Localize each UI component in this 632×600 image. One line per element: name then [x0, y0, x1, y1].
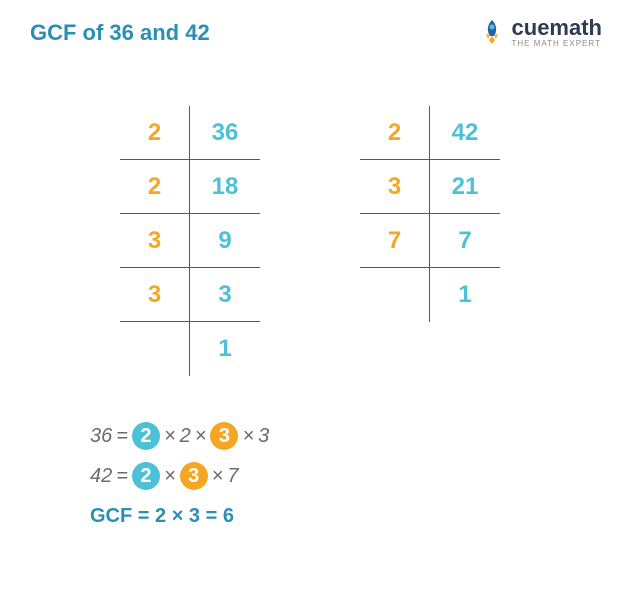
divisor-cell	[120, 322, 190, 376]
divisor-cell	[360, 268, 430, 322]
logo-tagline: THE MATH EXPERT	[512, 39, 602, 48]
divisor-cell: 2	[120, 160, 190, 214]
table-36: 2 2 3 3 36 18 9 3 1	[120, 106, 260, 376]
quotient-cell: 3	[190, 268, 260, 322]
eq-equals: =	[116, 416, 128, 456]
factor: 7	[227, 456, 238, 496]
factor: 3	[258, 416, 269, 456]
eq-lhs: 42	[90, 456, 112, 496]
quotient-cell: 1	[190, 322, 260, 376]
factor: 2	[180, 416, 191, 456]
divisor-cell: 3	[120, 214, 190, 268]
factor-circled: 2	[132, 422, 160, 450]
quotient-cell: 18	[190, 160, 260, 214]
quotient-cell: 7	[430, 214, 500, 268]
quotient-cell: 1	[430, 268, 500, 322]
quotient-cell: 36	[190, 106, 260, 160]
times-symbol: ×	[195, 416, 207, 456]
table-42: 2 3 7 42 21 7 1	[360, 106, 500, 376]
gcf-result: GCF = 2 × 3 = 6	[90, 496, 602, 536]
divisor-cell: 3	[120, 268, 190, 322]
factor-circled: 3	[180, 462, 208, 490]
divisor-cell: 7	[360, 214, 430, 268]
eq-lhs: 36	[90, 416, 112, 456]
equation-36: 36 = 2 × 2 × 3 × 3	[90, 416, 602, 456]
times-symbol: ×	[212, 456, 224, 496]
quotient-cell: 21	[430, 160, 500, 214]
divisor-cell: 3	[360, 160, 430, 214]
quotient-cell: 9	[190, 214, 260, 268]
logo-text: cuemath	[512, 15, 602, 41]
eq-equals: =	[116, 456, 128, 496]
equation-42: 42 = 2 × 3 × 7	[90, 456, 602, 496]
logo: cuemath THE MATH EXPERT	[478, 15, 602, 48]
equations: 36 = 2 × 2 × 3 × 3 42 = 2 × 3 × 7 GCF = …	[90, 416, 602, 536]
factorization-tables: 2 2 3 3 36 18 9 3 1 2 3 7 42 21 7 1	[120, 106, 602, 376]
divisor-cell: 2	[360, 106, 430, 160]
divisor-cell: 2	[120, 106, 190, 160]
times-symbol: ×	[164, 456, 176, 496]
times-symbol: ×	[242, 416, 254, 456]
rocket-icon	[478, 18, 506, 46]
times-symbol: ×	[164, 416, 176, 456]
factor-circled: 3	[210, 422, 238, 450]
factor-circled: 2	[132, 462, 160, 490]
quotient-cell: 42	[430, 106, 500, 160]
